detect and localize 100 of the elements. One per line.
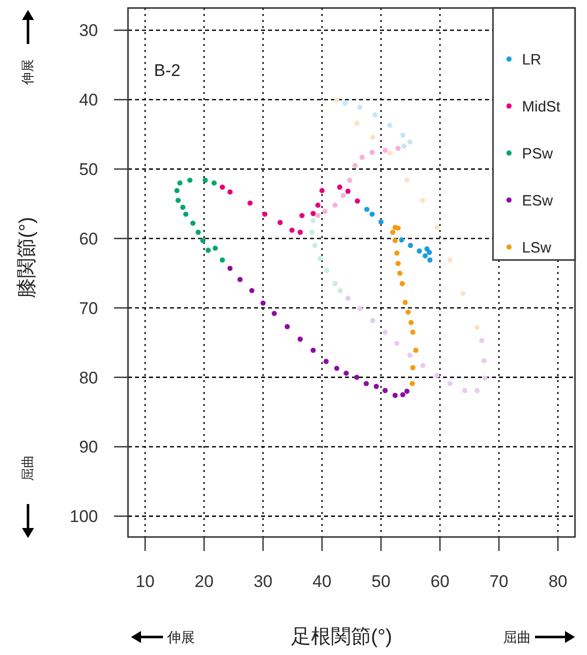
point [212, 180, 217, 186]
point [364, 206, 370, 212]
x-tick-label: 10 [136, 572, 155, 591]
point [345, 296, 351, 301]
point [404, 388, 410, 394]
point [447, 257, 453, 263]
point [370, 212, 375, 217]
point [180, 204, 186, 210]
x-tick-label: 40 [312, 572, 332, 591]
point [378, 219, 384, 224]
point [482, 358, 487, 364]
point [183, 212, 188, 217]
point [249, 288, 254, 294]
point [334, 366, 340, 371]
point [424, 246, 430, 252]
point [410, 380, 415, 386]
point [187, 178, 193, 183]
point [420, 362, 426, 368]
annotation: B-2 [154, 61, 180, 80]
point [318, 256, 323, 262]
y-tick-label: 80 [79, 368, 98, 388]
point [347, 178, 352, 183]
point [177, 180, 182, 186]
y-tick-label: 100 [70, 507, 98, 526]
point [309, 230, 315, 235]
point [315, 212, 320, 218]
point [474, 388, 480, 394]
point [399, 237, 404, 242]
text: 伸展 [20, 59, 35, 86]
point [434, 224, 440, 230]
point [298, 336, 303, 342]
point [200, 238, 206, 244]
point [298, 230, 303, 235]
y-tick-label: 70 [79, 298, 98, 318]
point [337, 184, 342, 190]
point [406, 309, 411, 315]
point [357, 104, 362, 110]
x-tick-label: 60 [430, 572, 450, 591]
point [392, 392, 398, 398]
point [420, 198, 426, 203]
legend-label: LR [522, 51, 542, 68]
point [360, 154, 365, 160]
point [408, 320, 414, 326]
point [462, 388, 468, 394]
point [324, 358, 329, 364]
point [374, 384, 379, 389]
point [460, 290, 466, 296]
point [354, 374, 360, 380]
point [332, 281, 338, 286]
point [392, 238, 398, 244]
point [354, 120, 360, 126]
text: 伸展 [166, 629, 195, 645]
point [382, 148, 388, 153]
y-tick-label: 40 [79, 90, 98, 110]
point [332, 202, 338, 208]
point [338, 288, 343, 294]
x-tick-label: 50 [372, 572, 390, 591]
x-axis-title: 足根関節(°) [290, 626, 392, 648]
x-tick-label: 70 [489, 572, 508, 591]
point [357, 306, 362, 312]
point [474, 324, 480, 330]
point [319, 188, 325, 194]
y-tick-label: 30 [79, 21, 98, 40]
point [176, 198, 181, 203]
point [372, 112, 378, 118]
point [382, 388, 388, 394]
legend-label: MidSt [522, 98, 562, 116]
point [220, 257, 225, 263]
point [196, 230, 201, 235]
point [422, 253, 428, 258]
point [310, 348, 316, 353]
point [190, 220, 196, 226]
point [206, 248, 211, 253]
point [410, 330, 416, 335]
x-tick-label: 80 [548, 572, 568, 591]
point [370, 318, 376, 323]
point [220, 184, 225, 190]
point [400, 281, 405, 286]
point [394, 340, 400, 346]
point [427, 257, 433, 263]
point [387, 150, 392, 156]
point [400, 132, 406, 138]
x-tick-label: 30 [254, 572, 273, 591]
legend-label: ESw [522, 192, 554, 210]
point [284, 324, 290, 330]
point [407, 352, 412, 358]
point [344, 370, 349, 376]
y-axis-title: 膝関節(°) [16, 216, 38, 298]
point [202, 178, 208, 183]
point [408, 242, 414, 248]
point [354, 198, 360, 204]
point [299, 212, 305, 218]
point [395, 260, 401, 266]
point [407, 139, 412, 145]
point [227, 189, 233, 195]
point [342, 100, 348, 106]
point [352, 162, 358, 168]
point [340, 192, 346, 198]
y-tick-label: 50 [79, 160, 98, 180]
point [227, 266, 233, 271]
